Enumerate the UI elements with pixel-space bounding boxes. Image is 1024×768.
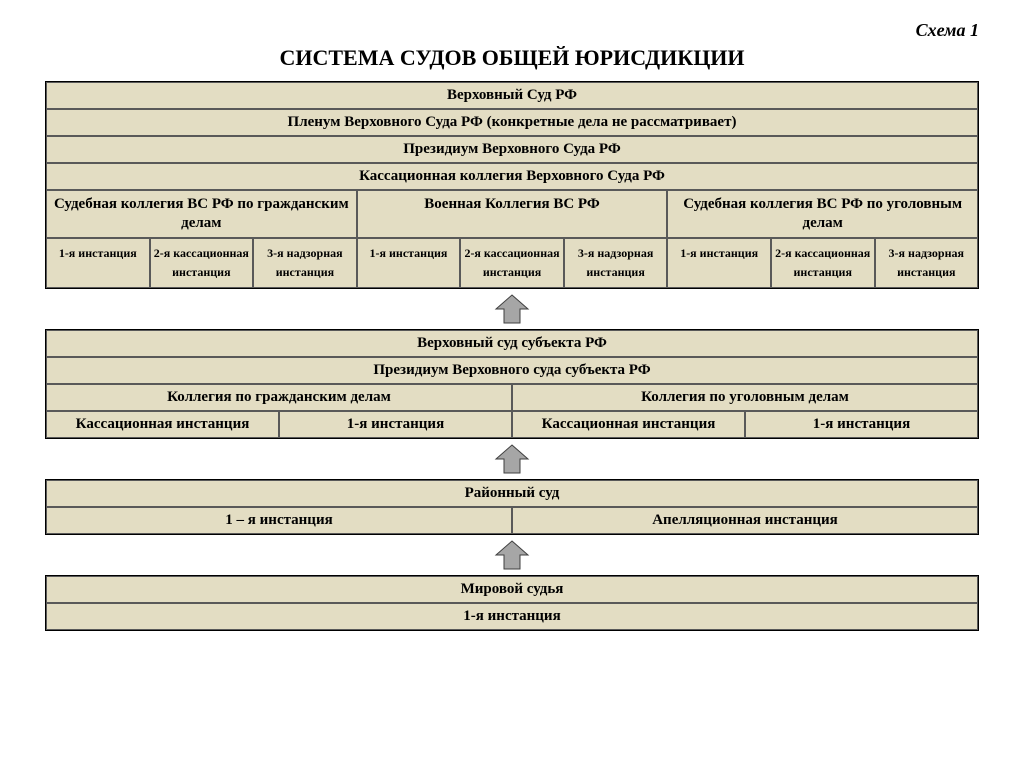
arrow-up-icon [492,443,532,475]
row-collegia: Судебная коллегия ВС РФ по гражданским д… [46,190,978,238]
cell: 1-я инстанция [667,238,771,288]
cell: 1-я инстанция [357,238,461,288]
row-label: Пленум Верховного Суда РФ (конкретные де… [46,109,978,136]
cell: 3-я надзорная инстанция [564,238,668,288]
arrow-up-1 [45,293,979,325]
row-label: Верховный суд субъекта РФ [46,330,978,357]
arrow-up-icon [492,293,532,325]
row-label: Кассационная коллегия Верховного Суда РФ [46,163,978,190]
cell: 1-я инстанция [279,411,512,438]
cell: Коллегия по гражданским делам [46,384,512,411]
block-justice-of-peace: Мировой судья 1-я инстанция [45,575,979,631]
cell: 2-я кассационная инстанция [150,238,254,288]
cell: 2-я кассационная инстанция [771,238,875,288]
cell: 2-я кассационная инстанция [460,238,564,288]
cell: Военная Коллегия ВС РФ [357,190,668,238]
arrow-up-2 [45,443,979,475]
cell: Кассационная инстанция [46,411,279,438]
cell: Судебная коллегия ВС РФ по уголовным дел… [667,190,978,238]
cell: Кассационная инстанция [512,411,745,438]
cell: 3-я надзорная инстанция [875,238,979,288]
main-title: СИСТЕМА СУДОВ ОБЩЕЙ ЮРИСДИКЦИИ [45,45,979,71]
arrow-up-icon [492,539,532,571]
row-instances: Кассационная инстанция 1-я инстанция Кас… [46,411,978,438]
block-district-court: Районный суд 1 – я инстанция Апелляционн… [45,479,979,535]
block-subject-court: Верховный суд субъекта РФ Президиум Верх… [45,329,979,439]
row-label: Районный суд [46,480,978,507]
row-label: Президиум Верховного суда субъекта РФ [46,357,978,384]
cell: 1 – я инстанция [46,507,512,534]
row-label: Президиум Верховного Суда РФ [46,136,978,163]
arrow-up-3 [45,539,979,571]
block-supreme-court: Верховный Суд РФ Пленум Верховного Суда … [45,81,979,289]
row-collegia: Коллегия по гражданским делам Коллегия п… [46,384,978,411]
cell: Судебная коллегия ВС РФ по гражданским д… [46,190,357,238]
row-label: Мировой судья [46,576,978,603]
cell: 3-я надзорная инстанция [253,238,357,288]
row-instances: 1-я инстанция 2-я кассационная инстанция… [46,238,978,288]
row-instances: 1 – я инстанция Апелляционная инстанция [46,507,978,534]
row-label: 1-я инстанция [46,603,978,630]
scheme-label: Схема 1 [45,20,979,41]
cell: Апелляционная инстанция [512,507,978,534]
cell: Коллегия по уголовным делам [512,384,978,411]
cell: 1-я инстанция [745,411,978,438]
cell: 1-я инстанция [46,238,150,288]
row-label: Верховный Суд РФ [46,82,978,109]
